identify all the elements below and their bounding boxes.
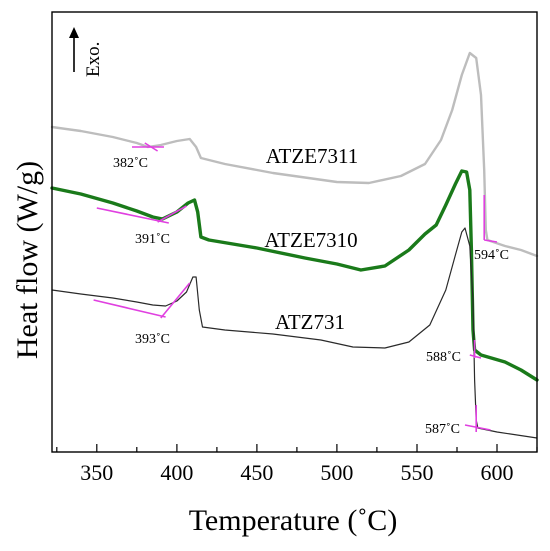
tangent-line	[160, 282, 191, 319]
tangent-line	[469, 354, 482, 359]
x-axis-title: Temperature (˚C)	[189, 504, 398, 537]
onset-temperature-label: 594˚C	[474, 248, 509, 263]
tangent-line	[93, 299, 166, 318]
exo-label: Exo.	[83, 42, 104, 77]
onset-temperature-label: 587˚C	[425, 422, 460, 437]
plot-frame	[51, 11, 538, 453]
x-tick-label: 400	[160, 460, 193, 485]
tangent-line	[484, 239, 498, 243]
x-tick-label: 600	[481, 460, 514, 485]
exo-arrow-icon	[69, 27, 79, 72]
x-tick-label: 450	[240, 460, 273, 485]
onset-temperature-label: 393˚C	[135, 332, 170, 347]
onset-temperature-label: 382˚C	[113, 156, 148, 171]
onset-temperature-label: 588˚C	[426, 350, 461, 365]
tangent-line	[96, 207, 169, 224]
series-label-atze7311: ATZE7311	[266, 144, 359, 168]
series-label-atz731: ATZ731	[275, 310, 345, 334]
tangent-line	[464, 424, 491, 431]
tangent-line	[144, 142, 159, 152]
y-axis-title: Heat flow (W/g)	[11, 161, 44, 359]
series-line-atze7310	[50, 169, 539, 382]
tangent-line	[157, 205, 187, 223]
onset-temperature-label: 391˚C	[135, 232, 170, 247]
x-tick-label: 500	[320, 460, 353, 485]
series-line-atz731	[51, 227, 538, 439]
x-tick-label: 350	[80, 460, 113, 485]
series-label-atze7310: ATZE7310	[264, 228, 357, 252]
x-tick-label: 550	[401, 460, 434, 485]
